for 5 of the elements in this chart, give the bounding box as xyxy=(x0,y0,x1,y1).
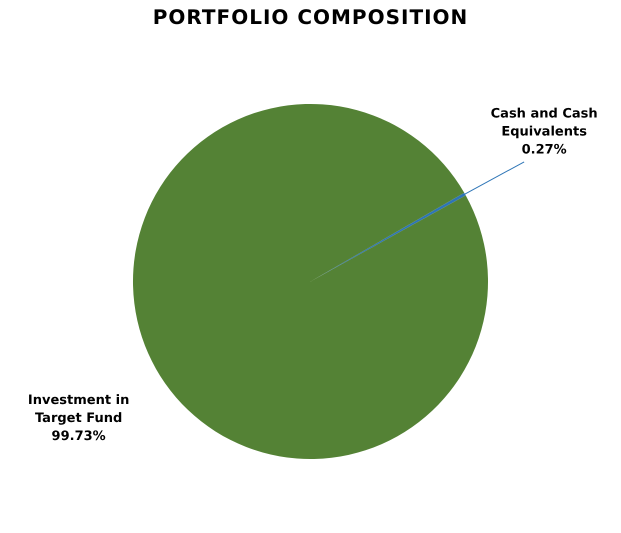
data-label: 0.27% xyxy=(522,142,567,158)
slice-label: Investment in Target Fund xyxy=(28,393,130,426)
chart-title: PORTFOLIO COMPOSITION xyxy=(152,4,470,31)
data-label: 99.73% xyxy=(52,429,106,444)
slice-label: Cash and Cash Equivalents xyxy=(490,106,598,140)
